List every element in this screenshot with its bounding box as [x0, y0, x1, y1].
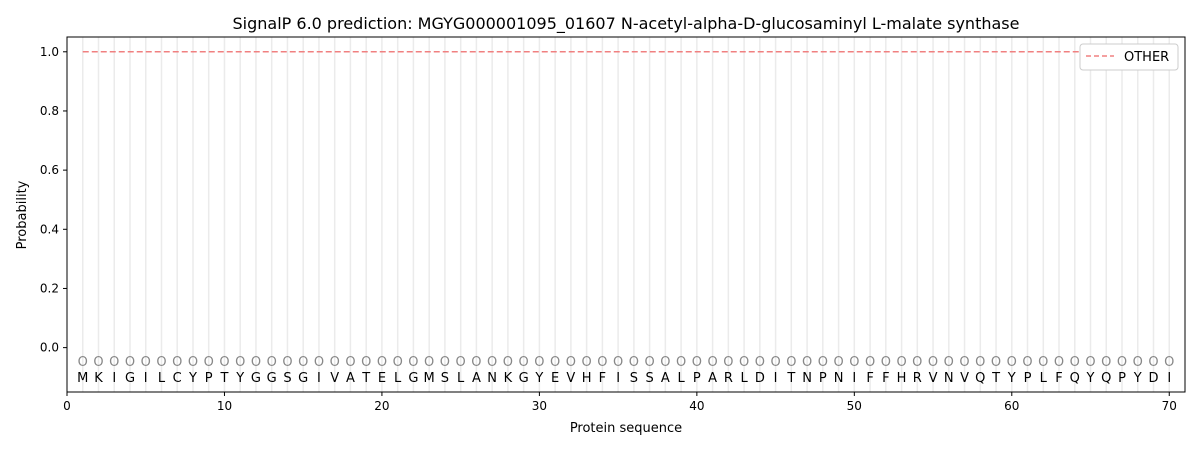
y-axis-label: Probability	[15, 180, 30, 249]
residue-68: Y	[1133, 371, 1142, 386]
y-tick-label: 0.6	[40, 163, 59, 177]
residue-44: D	[755, 371, 765, 386]
residue-22: G	[408, 371, 418, 386]
legend-label-other: OTHER	[1124, 50, 1169, 65]
y-tick-label: 0.4	[40, 222, 59, 236]
residue-49: N	[834, 371, 844, 386]
residue-31: E	[551, 371, 559, 386]
residue-57: V	[960, 371, 969, 386]
x-tick-label: 10	[217, 399, 232, 413]
residue-45: I	[774, 371, 778, 386]
residue-40: P	[693, 371, 701, 386]
residue-58: Q	[975, 371, 985, 386]
residue-52: F	[882, 371, 889, 386]
x-tick-label: 20	[374, 399, 389, 413]
x-tick-label: 30	[532, 399, 547, 413]
residue-26: A	[472, 371, 481, 386]
residue-5: I	[144, 371, 148, 386]
residue-39: L	[677, 371, 685, 386]
residue-50: I	[852, 371, 856, 386]
y-tick-label: 0.0	[40, 341, 59, 355]
residue-46: T	[786, 371, 795, 386]
residue-21: L	[394, 371, 402, 386]
residue-7: C	[173, 371, 182, 386]
residue-15: G	[298, 371, 308, 386]
y-tick-label: 1.0	[40, 45, 59, 59]
x-axis-label: Protein sequence	[570, 421, 682, 436]
x-tick-label: 40	[689, 399, 704, 413]
y-tick-label: 0.2	[40, 281, 59, 295]
residue-61: P	[1024, 371, 1032, 386]
residue-6: L	[158, 371, 166, 386]
chart-title: SignalP 6.0 prediction: MGYG000001095_01…	[233, 14, 1020, 34]
residue-47: N	[802, 371, 812, 386]
residue-12: G	[251, 371, 261, 386]
residue-32: V	[566, 371, 575, 386]
residue-65: Y	[1086, 371, 1095, 386]
residue-14: S	[283, 371, 291, 386]
residue-70: I	[1167, 371, 1171, 386]
residue-42: R	[724, 371, 733, 386]
x-tick-label: 0	[63, 399, 71, 413]
residue-8: Y	[188, 371, 197, 386]
residue-55: V	[929, 371, 938, 386]
residue-56: N	[944, 371, 954, 386]
residue-35: I	[616, 371, 620, 386]
residue-34: F	[599, 371, 606, 386]
residue-4: G	[125, 371, 135, 386]
residue-63: F	[1055, 371, 1062, 386]
residue-62: L	[1040, 371, 1048, 386]
residue-11: Y	[235, 371, 244, 386]
legend: OTHER	[1079, 43, 1179, 71]
residue-30: Y	[534, 371, 543, 386]
residue-33: H	[582, 371, 592, 386]
residue-9: P	[205, 371, 213, 386]
residue-43: L	[740, 371, 748, 386]
residue-41: A	[708, 371, 717, 386]
residue-28: K	[504, 371, 513, 386]
residue-64: Q	[1070, 371, 1080, 386]
residue-37: S	[645, 371, 653, 386]
residue-24: S	[441, 371, 449, 386]
residue-16: I	[317, 371, 321, 386]
residue-51: F	[866, 371, 873, 386]
residue-59: T	[991, 371, 1000, 386]
residue-60: Y	[1007, 371, 1016, 386]
legend-box	[1079, 43, 1179, 71]
residue-67: P	[1118, 371, 1126, 386]
residue-27: N	[487, 371, 497, 386]
residue-10: T	[219, 371, 228, 386]
y-tick-label: 0.8	[40, 104, 59, 118]
residue-25: L	[457, 371, 465, 386]
residue-23: M	[424, 371, 435, 386]
residue-29: G	[519, 371, 529, 386]
residue-69: D	[1148, 371, 1158, 386]
residue-2: K	[94, 371, 103, 386]
residue-13: G	[267, 371, 277, 386]
residue-17: V	[330, 371, 339, 386]
residue-18: A	[346, 371, 355, 386]
plot-frame	[66, 36, 1186, 393]
residue-66: Q	[1101, 371, 1111, 386]
residue-19: T	[361, 371, 370, 386]
residue-1: M	[77, 371, 88, 386]
residue-3: I	[112, 371, 116, 386]
residue-53: H	[897, 371, 907, 386]
predicted-labels: OOOOOOOOOOOOOOOOOOOOOOOOOOOOOOOOOOOOOOOO…	[78, 355, 1175, 370]
x-tick-label: 70	[1162, 399, 1177, 413]
x-tick-label: 60	[1004, 399, 1019, 413]
residue-20: E	[378, 371, 386, 386]
residue-48: P	[819, 371, 827, 386]
residue-54: R	[913, 371, 922, 386]
x-tick-label: 50	[847, 399, 862, 413]
residue-36: S	[630, 371, 638, 386]
residue-38: A	[661, 371, 670, 386]
